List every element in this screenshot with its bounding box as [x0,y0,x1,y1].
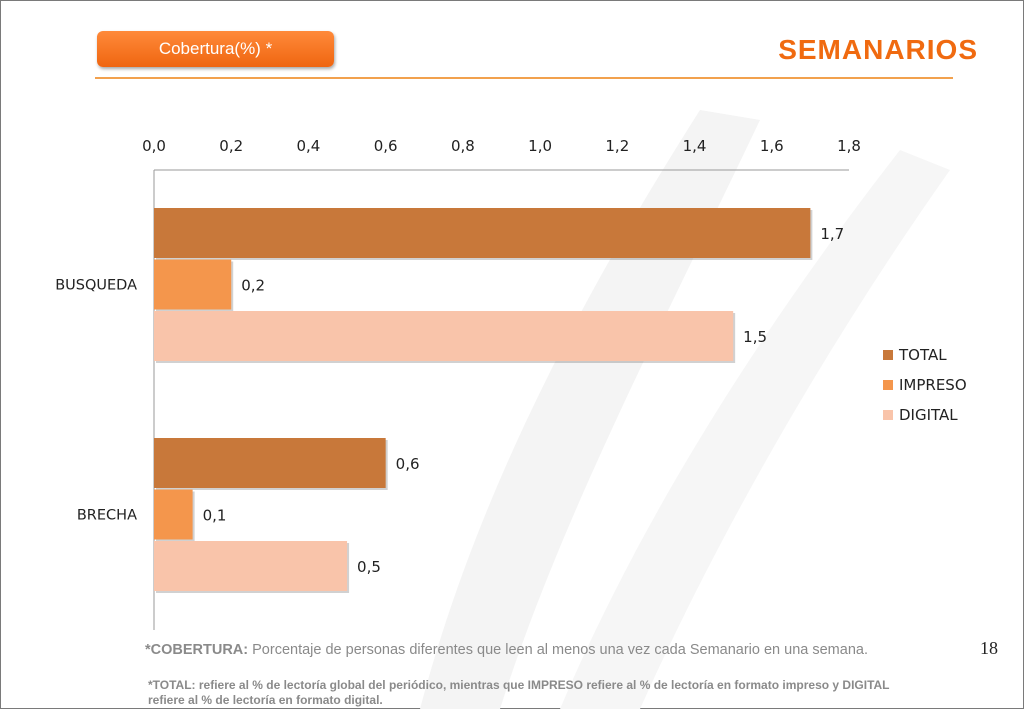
header-divider [95,77,953,79]
data-label: 1,5 [743,328,767,346]
category-label: BUSQUEDA [55,278,137,294]
data-label: 0,2 [241,277,265,295]
x-tick-label: 0,2 [219,137,243,155]
bar-impreso [154,489,193,540]
legend-label: TOTAL [898,346,947,364]
footnote-coverage-text: Porcentaje de personas diferentes que le… [248,642,868,658]
bar-digital [154,311,734,361]
data-label: 0,5 [357,558,381,576]
x-tick-label: 0,4 [297,137,321,155]
footnote-total-note: *TOTAL: refiere al % de lectoría global … [148,678,890,707]
page-number: 18 [980,638,998,658]
bar-total [154,208,811,258]
page-title: SEMANARIOS [778,34,978,65]
x-tick-label: 1,4 [683,137,707,155]
footnote-coverage-term: *COBERTURA: [145,642,249,658]
legend-swatch-digital [883,410,893,420]
legend-swatch-impreso [883,380,893,390]
x-tick-label: 0,0 [142,137,166,155]
x-tick-label: 1,0 [528,137,552,155]
bar-total [154,438,386,488]
legend-label: DIGITAL [899,406,958,424]
data-label: 0,6 [396,455,420,473]
bar-impreso [154,259,232,310]
x-tick-label: 1,8 [837,137,861,155]
bar-digital [154,541,348,591]
data-label: 1,7 [820,225,844,243]
x-tick-label: 0,6 [374,137,398,155]
metric-pill-label: Cobertura(%) * [97,31,334,67]
x-tick-label: 1,6 [760,137,784,155]
x-tick-label: 0,8 [451,137,475,155]
legend-swatch-total [883,350,893,360]
x-tick-label: 1,2 [605,137,629,155]
data-label: 0,1 [203,507,227,525]
footnote-coverage: *COBERTURA: Porcentaje de personas difer… [145,641,905,660]
category-label: BRECHA [77,508,137,524]
legend-label: IMPRESO [899,376,967,394]
